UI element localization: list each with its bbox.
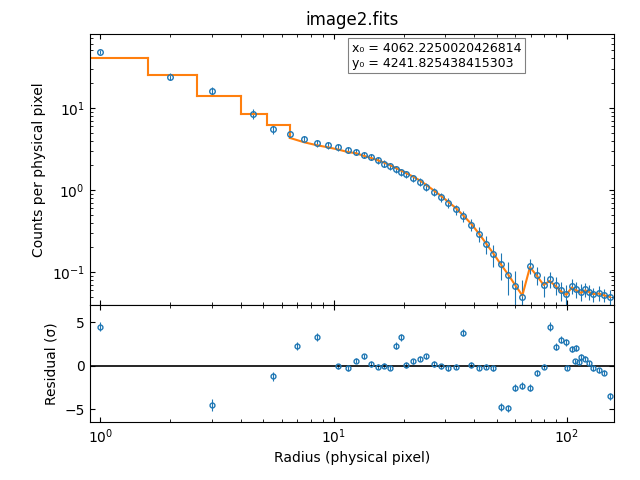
Y-axis label: Residual (σ): Residual (σ) bbox=[45, 322, 59, 405]
X-axis label: Radius (physical pixel): Radius (physical pixel) bbox=[274, 451, 430, 466]
Y-axis label: Counts per physical pixel: Counts per physical pixel bbox=[32, 82, 46, 256]
Title: image2.fits: image2.fits bbox=[305, 11, 399, 29]
Text: x₀ = 4062.2250020426814
y₀ = 4241.825438415303: x₀ = 4062.2250020426814 y₀ = 4241.825438… bbox=[352, 42, 522, 70]
